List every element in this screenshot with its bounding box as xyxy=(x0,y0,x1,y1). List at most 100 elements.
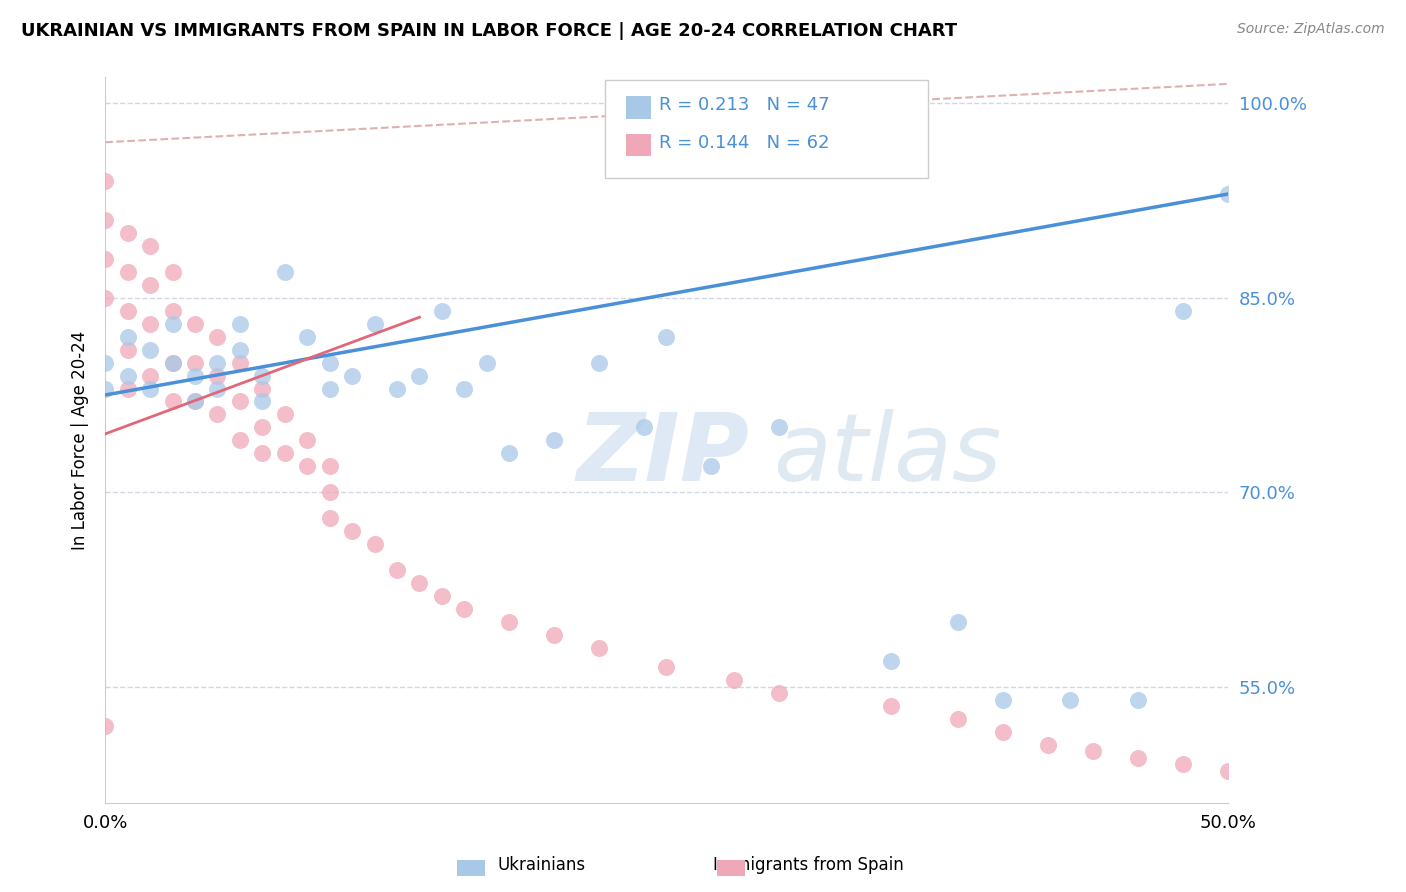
Point xyxy=(430,589,453,603)
Point xyxy=(229,434,252,448)
Point xyxy=(543,434,565,448)
Point xyxy=(252,394,274,409)
Point xyxy=(453,602,475,616)
Point xyxy=(184,394,207,409)
Point xyxy=(723,673,745,688)
Point xyxy=(139,343,162,357)
Point xyxy=(991,725,1014,739)
Text: R = 0.213   N = 47: R = 0.213 N = 47 xyxy=(659,96,830,114)
Point xyxy=(453,382,475,396)
Point xyxy=(1396,783,1406,797)
Text: Ukrainians: Ukrainians xyxy=(498,855,585,873)
Point xyxy=(162,355,184,369)
Point xyxy=(1216,764,1239,778)
Point xyxy=(655,660,678,674)
Point xyxy=(768,420,790,434)
Point xyxy=(252,382,274,396)
Point xyxy=(229,317,252,331)
Point xyxy=(1216,187,1239,202)
Point xyxy=(1126,751,1149,765)
Point xyxy=(768,686,790,700)
Point xyxy=(385,563,408,577)
Point xyxy=(229,343,252,357)
Point xyxy=(162,265,184,279)
Point xyxy=(117,343,139,357)
Point xyxy=(408,576,430,591)
Point xyxy=(139,277,162,292)
Point xyxy=(162,394,184,409)
Point xyxy=(117,265,139,279)
Point xyxy=(297,329,319,343)
Text: Immigrants from Spain: Immigrants from Spain xyxy=(713,855,904,873)
Point xyxy=(498,615,520,629)
Point xyxy=(94,174,117,188)
Point xyxy=(385,382,408,396)
Text: Source: ZipAtlas.com: Source: ZipAtlas.com xyxy=(1237,22,1385,37)
Point xyxy=(946,615,969,629)
Point xyxy=(274,265,297,279)
Point xyxy=(162,355,184,369)
Point xyxy=(229,355,252,369)
Point xyxy=(1081,744,1104,758)
Text: ZIP: ZIP xyxy=(576,409,749,501)
Point xyxy=(430,303,453,318)
Point xyxy=(184,355,207,369)
Point xyxy=(184,368,207,383)
Point xyxy=(94,718,117,732)
Point xyxy=(655,329,678,343)
Point xyxy=(498,446,520,460)
Point xyxy=(1059,692,1081,706)
Point xyxy=(475,355,498,369)
Point xyxy=(139,239,162,253)
Point xyxy=(207,329,229,343)
Point xyxy=(633,420,655,434)
Point xyxy=(340,368,363,383)
Point xyxy=(1261,770,1284,784)
Point xyxy=(252,420,274,434)
Point xyxy=(207,368,229,383)
Point xyxy=(139,317,162,331)
Point xyxy=(229,394,252,409)
Point xyxy=(162,317,184,331)
Point xyxy=(207,382,229,396)
Point xyxy=(700,459,723,474)
Point xyxy=(318,459,340,474)
Point xyxy=(880,654,903,668)
Point xyxy=(117,226,139,240)
Point xyxy=(207,408,229,422)
Point xyxy=(588,640,610,655)
Point xyxy=(184,317,207,331)
Point xyxy=(162,303,184,318)
Point xyxy=(139,368,162,383)
Point xyxy=(94,382,117,396)
Point xyxy=(318,511,340,525)
Point xyxy=(94,355,117,369)
Point xyxy=(543,628,565,642)
Point xyxy=(117,303,139,318)
Point xyxy=(207,355,229,369)
Text: R = 0.144   N = 62: R = 0.144 N = 62 xyxy=(659,134,830,152)
Point xyxy=(1171,303,1194,318)
Point xyxy=(340,524,363,538)
Point xyxy=(117,382,139,396)
Point xyxy=(139,382,162,396)
Point xyxy=(880,699,903,714)
Point xyxy=(184,394,207,409)
Y-axis label: In Labor Force | Age 20-24: In Labor Force | Age 20-24 xyxy=(72,331,89,550)
Text: atlas: atlas xyxy=(773,409,1001,500)
Point xyxy=(297,459,319,474)
Point xyxy=(363,537,385,551)
Point xyxy=(991,692,1014,706)
Text: UKRAINIAN VS IMMIGRANTS FROM SPAIN IN LABOR FORCE | AGE 20-24 CORRELATION CHART: UKRAINIAN VS IMMIGRANTS FROM SPAIN IN LA… xyxy=(21,22,957,40)
Point xyxy=(117,368,139,383)
Point xyxy=(1329,777,1351,791)
Point xyxy=(94,213,117,227)
Point xyxy=(363,317,385,331)
Point xyxy=(297,434,319,448)
Point xyxy=(274,408,297,422)
Point xyxy=(588,355,610,369)
Point xyxy=(1171,757,1194,772)
Point xyxy=(252,446,274,460)
Point xyxy=(318,485,340,500)
Point xyxy=(274,446,297,460)
